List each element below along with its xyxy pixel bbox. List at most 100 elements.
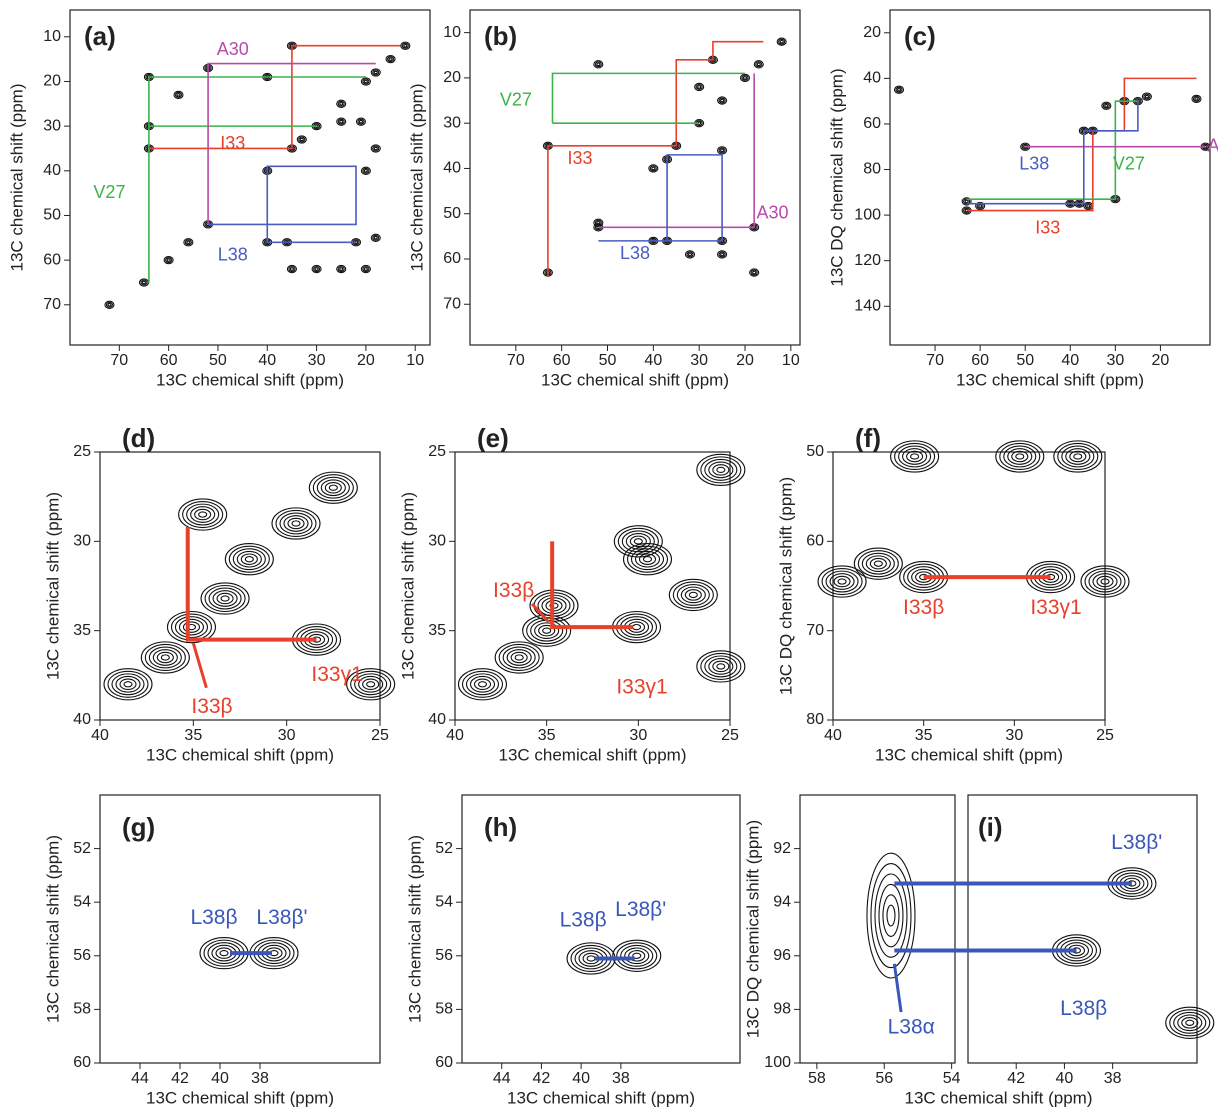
assignment-line bbox=[598, 154, 723, 242]
contour-ring bbox=[283, 515, 309, 532]
contour-ring bbox=[684, 589, 702, 601]
contour-ring bbox=[363, 169, 368, 173]
contour-ring bbox=[506, 649, 532, 666]
x-tick-label: 40 bbox=[258, 352, 276, 369]
assignment-label: L38β bbox=[190, 906, 237, 929]
contour-ring bbox=[866, 852, 916, 979]
contour-ring bbox=[622, 543, 673, 576]
y-tick-label: 54 bbox=[73, 893, 91, 910]
y-tick-label: 52 bbox=[435, 840, 453, 857]
y-tick-label: 30 bbox=[73, 533, 91, 550]
contour-ring bbox=[672, 581, 714, 609]
contour-ring bbox=[337, 100, 345, 107]
contour-ring bbox=[613, 525, 663, 558]
y-axis-label: 13C DQ chemical shift (ppm) bbox=[743, 820, 762, 1038]
y-tick-label: 50 bbox=[806, 443, 824, 460]
assignment-label: I33β bbox=[191, 695, 232, 718]
x-tick-label: 30 bbox=[629, 727, 647, 744]
contour-ring bbox=[160, 654, 170, 661]
y-tick-label: 20 bbox=[863, 24, 881, 41]
y-tick-label: 80 bbox=[863, 161, 881, 178]
contour-ring bbox=[271, 507, 321, 540]
contour-ring bbox=[366, 681, 376, 688]
peak bbox=[717, 146, 728, 155]
contour-ring bbox=[107, 303, 112, 307]
assignment-label: A30 bbox=[217, 39, 249, 59]
y-tick-label: 30 bbox=[443, 114, 461, 131]
x-tick-label: 60 bbox=[553, 352, 571, 369]
contour-ring bbox=[386, 56, 395, 63]
contour-ring bbox=[141, 280, 147, 285]
contour-ring bbox=[718, 251, 726, 258]
x-tick-label: 40 bbox=[446, 727, 464, 744]
contour-ring bbox=[291, 520, 301, 527]
contour-ring bbox=[894, 442, 936, 471]
contour-ring bbox=[144, 643, 186, 672]
contour-ring bbox=[878, 883, 904, 948]
contour-ring bbox=[1096, 575, 1114, 588]
x-tick-label: 40 bbox=[824, 727, 842, 744]
contour-ring bbox=[198, 511, 208, 518]
peak bbox=[140, 641, 190, 674]
contour-ring bbox=[477, 681, 488, 688]
contour-ring bbox=[178, 498, 228, 531]
contour-ring bbox=[1065, 448, 1091, 465]
plot-frame bbox=[469, 9, 801, 346]
peak bbox=[739, 73, 751, 83]
assignment-line bbox=[148, 44, 401, 150]
contour-ring bbox=[776, 37, 787, 46]
y-tick-label: 60 bbox=[443, 250, 461, 267]
peak bbox=[717, 96, 728, 105]
assignment-line bbox=[966, 101, 1139, 205]
y-tick-label: 20 bbox=[443, 69, 461, 86]
peak bbox=[104, 300, 115, 309]
contour-ring bbox=[686, 251, 694, 258]
contour-ring bbox=[275, 509, 317, 538]
contour-ring bbox=[236, 550, 262, 568]
contour-ring bbox=[594, 61, 602, 68]
panel-label: (e) bbox=[477, 423, 509, 453]
contour-ring bbox=[687, 252, 693, 257]
x-tick-label: 10 bbox=[782, 352, 800, 369]
contour-ring bbox=[890, 440, 940, 473]
peak bbox=[1053, 440, 1103, 473]
y-axis-label: 13C chemical shift (ppm) bbox=[407, 83, 426, 271]
contour-ring bbox=[720, 98, 725, 103]
contour-ring bbox=[704, 655, 738, 678]
contour-ring bbox=[216, 592, 234, 605]
contour-ring bbox=[473, 678, 492, 691]
contour-ring bbox=[1177, 1014, 1203, 1032]
contour-ring bbox=[779, 39, 784, 44]
contour-ring bbox=[1084, 203, 1092, 209]
contour-ring bbox=[320, 479, 346, 497]
y-tick-label: 40 bbox=[43, 162, 61, 179]
contour-ring bbox=[718, 97, 726, 104]
contour-ring bbox=[906, 450, 924, 463]
contour-ring bbox=[111, 673, 145, 696]
y-tick-label: 40 bbox=[443, 160, 461, 177]
contour-ring bbox=[312, 474, 354, 502]
assignment-line bbox=[966, 100, 1138, 200]
peak bbox=[308, 471, 358, 504]
peak bbox=[1191, 94, 1202, 104]
y-tick-label: 60 bbox=[806, 533, 824, 550]
assignment-label: V27 bbox=[93, 182, 125, 202]
peak bbox=[717, 250, 728, 259]
peak bbox=[753, 60, 764, 69]
contour-ring bbox=[228, 545, 270, 573]
contour-ring bbox=[865, 555, 891, 573]
peak bbox=[200, 582, 250, 615]
assignment-label: L38 bbox=[218, 244, 248, 264]
contour-ring bbox=[362, 167, 370, 174]
contour-ring bbox=[308, 471, 358, 504]
contour-ring bbox=[632, 952, 642, 959]
y-tick-label: 20 bbox=[43, 73, 61, 90]
panel-label: (c) bbox=[904, 21, 936, 51]
peak bbox=[103, 668, 153, 701]
contour-ring bbox=[750, 269, 758, 276]
contour-ring bbox=[219, 949, 229, 957]
assignment-label: A30 bbox=[756, 202, 788, 222]
contour-ring bbox=[358, 675, 384, 693]
contour-ring bbox=[695, 84, 703, 90]
y-tick-label: 120 bbox=[854, 252, 881, 269]
